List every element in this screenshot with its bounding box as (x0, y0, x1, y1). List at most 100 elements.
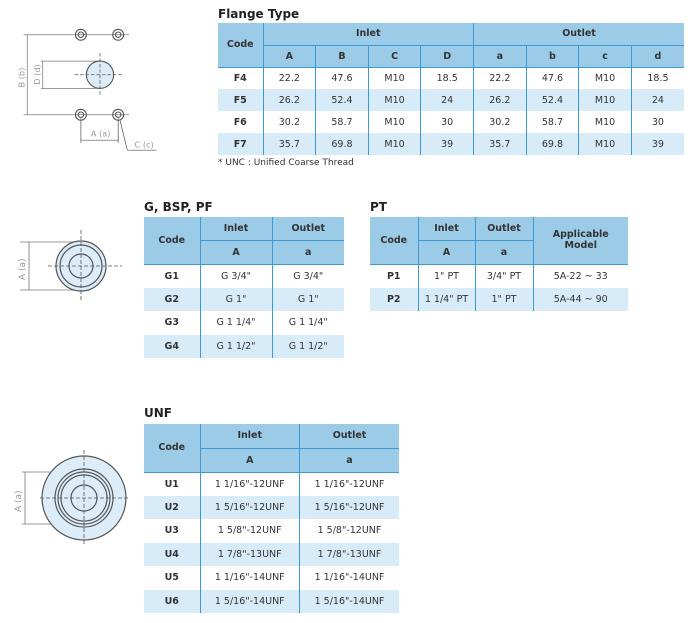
value-cell: 47.6 (525, 67, 580, 89)
value-cell: M10 (578, 67, 632, 89)
value-cell: G 1 1/4" (199, 311, 273, 335)
sub-header: b (525, 45, 580, 68)
code-cell: U6 (144, 589, 201, 613)
value-cell: 58.7 (315, 111, 369, 133)
value-cell: 47.6 (315, 67, 369, 89)
code-cell: U1 (144, 472, 201, 496)
value-cell: 22.2 (262, 67, 317, 89)
value-cell: 1 5/16"-14UNF (299, 589, 399, 613)
table-row: G4 G 1 1/2" G 1 1/2" (144, 334, 344, 358)
code-cell: G3 (144, 311, 201, 335)
g-bsp-table: Code Inlet Outlet A a G1 G 3/4" G 3/4" G2 G … (144, 217, 344, 358)
table-row: P1 1" PT 3/4" PT 5A-22 ~ 33 (370, 264, 628, 288)
value-cell: M10 (367, 133, 422, 155)
code-cell: G2 (144, 287, 201, 311)
code-header: Code (144, 217, 201, 265)
code-cell: U3 (144, 519, 201, 543)
label-b: B (b) (17, 68, 27, 88)
value-cell: 1 7/8"-13UNF (299, 542, 399, 566)
value-cell: 26.2 (473, 89, 527, 111)
table-row: U3 1 5/8"-12UNF 1 5/8"-12UNF (144, 519, 399, 543)
value-cell: G 1" (199, 287, 273, 311)
code-cell: P1 (370, 264, 419, 288)
table-row: U1 1 1/16"-12UNF 1 1/16"-12UNF (144, 472, 399, 496)
sub-header: d (630, 45, 684, 68)
value-cell: 5A-22 ~ 33 (532, 264, 628, 288)
value-cell: M10 (578, 111, 632, 133)
flange-table: Code Inlet Outlet A B C D a b c d F4 22.2… (218, 23, 684, 155)
value-cell: 52.4 (315, 89, 369, 111)
value-cell: 22.2 (473, 67, 527, 89)
sub-header: A (200, 240, 273, 265)
value-cell: G 3/4" (199, 264, 273, 288)
value-cell: 1 1/16"-14UNF (199, 566, 300, 590)
value-cell: M10 (367, 111, 422, 133)
value-cell: 35.7 (473, 133, 527, 155)
value-cell: 1 5/16"-12UNF (199, 495, 300, 519)
unf-title: UNF (144, 406, 172, 420)
flange-title: Flange Type (218, 7, 300, 21)
value-cell: 1" PT (417, 264, 476, 288)
code-cell: U2 (144, 495, 201, 519)
value-cell: 5A-44 ~ 90 (532, 287, 628, 311)
value-cell: M10 (367, 89, 422, 111)
sub-header: A (200, 448, 300, 473)
value-cell: 1 1/4" PT (417, 287, 476, 311)
label-a: A (a) (18, 258, 28, 280)
code-cell: F4 (218, 67, 264, 89)
inlet-header: Inlet (199, 217, 273, 241)
code-cell: U5 (144, 566, 201, 590)
inlet-header: Inlet (199, 424, 300, 449)
value-cell: 24 (630, 89, 684, 111)
outlet-header: Outlet (473, 23, 684, 46)
code-header: Code (370, 217, 419, 265)
table-row: G3 G 1 1/4" G 1 1/4" (144, 311, 344, 335)
value-cell: 26.2 (262, 89, 317, 111)
value-cell: 1 1/16"-12UNF (199, 472, 300, 496)
value-cell: 24 (420, 89, 474, 111)
sub-header: B (315, 45, 369, 68)
sub-header: c (578, 45, 632, 68)
value-cell: 3/4" PT (474, 264, 534, 288)
label-c: C (c) (135, 139, 154, 149)
value-cell: 30.2 (473, 111, 527, 133)
value-cell: 58.7 (525, 111, 580, 133)
sub-header: C (367, 45, 422, 68)
value-cell: G 3/4" (271, 264, 344, 288)
value-cell: 1" PT (474, 287, 534, 311)
g-fitting-diagram: A (a) (18, 230, 122, 302)
sub-header: a (473, 45, 527, 68)
value-cell: 69.8 (525, 133, 580, 155)
value-cell: M10 (578, 89, 632, 111)
value-cell: 52.4 (525, 89, 580, 111)
value-cell: M10 (578, 133, 632, 155)
value-cell: 1 1/16"-14UNF (299, 566, 399, 590)
flange-diagram: B (b) D (d) A (a) C (c) (17, 28, 157, 151)
table-row: U5 1 1/16"-14UNF 1 1/16"-14UNF (144, 566, 399, 590)
code-cell: G1 (144, 264, 201, 288)
code-cell: F5 (218, 89, 264, 111)
value-cell: 30 (630, 111, 684, 133)
sub-header: A (263, 45, 317, 68)
table-row: F7 35.7 69.8 M10 39 35.7 69.8 M10 39 (218, 133, 684, 155)
table-row: F5 26.2 52.4 M10 24 26.2 52.4 M10 24 (218, 89, 684, 111)
inlet-header: Inlet (417, 217, 476, 241)
value-cell: G 1 1/2" (271, 334, 344, 358)
code-cell: P2 (370, 287, 419, 311)
outlet-header: Outlet (474, 217, 534, 241)
value-cell: 1 7/8"-13UNF (199, 542, 300, 566)
value-cell: 1 5/16"-12UNF (299, 495, 399, 519)
value-cell: 30 (420, 111, 474, 133)
table-row: F4 22.2 47.6 M10 18.5 22.2 47.6 M10 18.5 (218, 67, 684, 89)
value-cell: 39 (420, 133, 474, 155)
table-row: U6 1 5/16"-14UNF 1 5/16"-14UNF (144, 589, 399, 613)
unf-table: Code Inlet Outlet A a U1 1 1/16"-12UNF 1 1… (144, 424, 399, 613)
value-cell: 35.7 (262, 133, 317, 155)
table-row: U2 1 5/16"-12UNF 1 5/16"-12UNF (144, 495, 399, 519)
value-cell: M10 (367, 67, 422, 89)
code-cell: G4 (144, 334, 201, 358)
label-a: A (a) (14, 490, 24, 512)
sub-header: a (474, 240, 533, 265)
table-row: G2 G 1" G 1" (144, 287, 344, 311)
unf-fitting-diagram: A (a) (14, 450, 128, 546)
